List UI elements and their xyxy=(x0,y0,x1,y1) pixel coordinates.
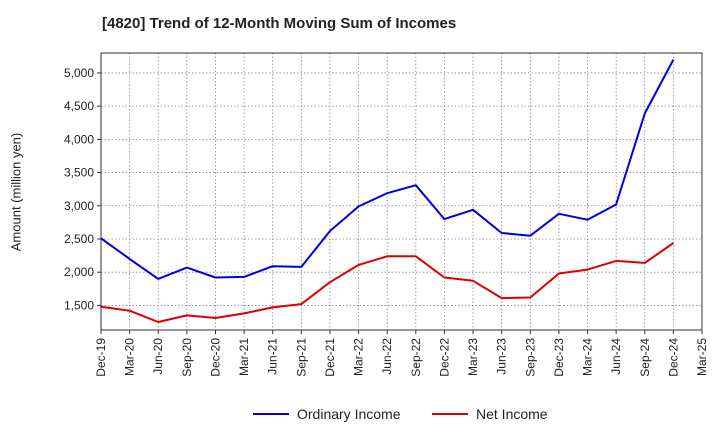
x-tick-label: Dec-19 xyxy=(94,338,108,377)
legend-ordinary-swatch xyxy=(253,413,289,415)
x-tick-label: Dec-22 xyxy=(437,338,451,377)
y-tick-label: 1,500 xyxy=(64,298,94,312)
y-tick-label: 2,500 xyxy=(64,232,94,246)
x-tick-label: Dec-24 xyxy=(666,338,680,377)
y-tick-label: 3,500 xyxy=(64,166,94,180)
x-tick-label: Sep-23 xyxy=(523,338,537,377)
x-tick-label: Sep-24 xyxy=(638,338,652,377)
legend-ordinary-income: Ordinary Income xyxy=(253,406,400,422)
x-tick-label: Jun-20 xyxy=(151,338,165,375)
y-tick-label: 5,000 xyxy=(64,66,94,80)
legend-ordinary-label: Ordinary Income xyxy=(297,406,401,422)
legend-net-income: Net Income xyxy=(432,406,548,422)
x-tick-label: Dec-20 xyxy=(208,338,222,377)
x-tick-label: Jun-22 xyxy=(380,338,394,375)
net-income-line xyxy=(100,242,674,323)
x-tick-label: Mar-20 xyxy=(123,338,137,376)
x-tick-label: Dec-21 xyxy=(323,338,337,377)
x-tick-label: Sep-21 xyxy=(294,338,308,377)
x-tick-label: Jun-23 xyxy=(495,338,509,375)
x-tick-label: Jun-24 xyxy=(609,338,623,375)
x-tick-label: Mar-25 xyxy=(695,338,709,376)
ordinary-income-line xyxy=(100,59,675,280)
plot-frame xyxy=(100,52,703,331)
x-tick-label: Dec-23 xyxy=(552,338,566,377)
x-tick-label: Sep-20 xyxy=(180,338,194,377)
y-tick-label: 4,000 xyxy=(64,132,94,146)
x-tick-label: Mar-21 xyxy=(237,338,251,376)
x-tick-label: Mar-22 xyxy=(352,338,366,376)
y-tick-label: 2,000 xyxy=(64,265,94,279)
y-tick-label: 4,500 xyxy=(64,99,94,113)
chart-title: [4820] Trend of 12-Month Moving Sum of I… xyxy=(102,15,457,32)
x-tick-label: Jun-21 xyxy=(266,338,280,375)
legend-net-swatch xyxy=(432,413,468,415)
legend-net-label: Net Income xyxy=(476,406,548,422)
y-tick-label: 3,000 xyxy=(64,199,94,213)
x-tick-label: Sep-22 xyxy=(409,338,423,377)
x-tick-label: Mar-24 xyxy=(581,338,595,376)
x-tick-label: Mar-23 xyxy=(466,338,480,376)
